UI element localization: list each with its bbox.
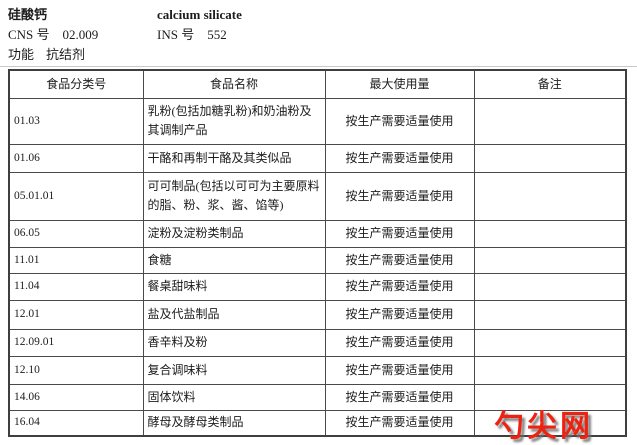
cell-max-use: 按生产需要适量使用 [324, 97, 475, 145]
cell-food-category-code: 06.05 [8, 219, 144, 248]
cell-note [473, 299, 627, 330]
cell-max-use: 按生产需要适量使用 [324, 171, 475, 221]
substance-name-en: calcium silicate [157, 7, 242, 22]
cell-food-category-code: 01.06 [8, 143, 144, 173]
table-row: 12.09.01 香辛料及粉 按生产需要适量使用 [8, 328, 627, 357]
code-row: CNS 号 02.009 INS 号 552 [8, 25, 628, 45]
name-row: 硅酸钙 calcium silicate [8, 5, 628, 25]
cell-food-name: 复合调味料 [142, 355, 326, 385]
ins-number: INS 号 552 [157, 25, 628, 45]
table-row: 14.06 固体饮料 按生产需要适量使用 [8, 383, 627, 411]
cell-food-name: 可可制品(包括以可可为主要原料的脂、粉、浆、酱、馅等) [142, 171, 326, 221]
food-additive-usage-table: 食品分类号 食品名称 最大使用量 备注 01.03 乳粉(包括加糖乳粉)和奶油粉… [8, 69, 627, 437]
table-row: 12.10 复合调味料 按生产需要适量使用 [8, 355, 627, 385]
cell-food-name: 香辛料及粉 [142, 328, 326, 357]
cell-max-use: 按生产需要适量使用 [324, 219, 475, 248]
horizontal-divider [0, 66, 637, 67]
ins-value: 552 [207, 27, 227, 42]
table-row: 11.04 餐桌甜味料 按生产需要适量使用 [8, 272, 627, 301]
cell-note [473, 219, 627, 248]
cell-food-name: 淀粉及淀粉类制品 [142, 219, 326, 248]
cell-note [473, 272, 627, 301]
substance-name-cn: 硅酸钙 [8, 7, 48, 22]
cell-max-use: 按生产需要适量使用 [324, 143, 475, 173]
cell-note [473, 383, 627, 411]
cell-max-use: 按生产需要适量使用 [324, 328, 475, 357]
function-label: 功能 [8, 47, 35, 62]
col-header-food-name: 食品名称 [142, 69, 326, 99]
table-row: 06.05 淀粉及淀粉类制品 按生产需要适量使用 [8, 219, 627, 248]
table-row: 16.04 酵母及酵母类制品 按生产需要适量使用 [8, 409, 627, 437]
cns-number: CNS 号 02.009 [8, 25, 157, 45]
cell-food-category-code: 01.03 [8, 97, 144, 145]
cell-food-category-code: 16.04 [8, 409, 144, 437]
cell-food-category-code: 12.09.01 [8, 328, 144, 357]
col-header-food-category: 食品分类号 [8, 69, 144, 99]
table-row: 01.03 乳粉(包括加糖乳粉)和奶油粉及其调制产品 按生产需要适量使用 [8, 97, 627, 145]
cell-food-name: 干酪和再制干酪及其类似品 [142, 143, 326, 173]
cell-food-category-code: 14.06 [8, 383, 144, 411]
cell-food-name: 食糖 [142, 246, 326, 274]
table-row: 05.01.01 可可制品(包括以可可为主要原料的脂、粉、浆、酱、馅等) 按生产… [8, 171, 627, 221]
cell-max-use: 按生产需要适量使用 [324, 299, 475, 330]
cell-max-use: 按生产需要适量使用 [324, 355, 475, 385]
cns-label: CNS 号 [8, 27, 50, 42]
col-header-max-use: 最大使用量 [324, 69, 475, 99]
col-header-note: 备注 [473, 69, 627, 99]
additive-info-header: 硅酸钙 calcium silicate CNS 号 02.009 INS 号 55… [8, 5, 628, 65]
table-header-row: 食品分类号 食品名称 最大使用量 备注 [8, 69, 627, 99]
cell-note [473, 171, 627, 221]
ins-label: INS 号 [157, 27, 195, 42]
watermark: 勺尖网 [494, 410, 593, 443]
cell-note [473, 409, 627, 437]
function-row: 功能 抗结剂 [8, 45, 628, 65]
cell-food-name: 餐桌甜味料 [142, 272, 326, 301]
table-row: 11.01 食糖 按生产需要适量使用 [8, 246, 627, 274]
cell-note [473, 143, 627, 173]
cell-max-use: 按生产需要适量使用 [324, 383, 475, 411]
table-row: 01.06 干酪和再制干酪及其类似品 按生产需要适量使用 [8, 143, 627, 173]
cell-max-use: 按生产需要适量使用 [324, 246, 475, 274]
cell-food-category-code: 05.01.01 [8, 171, 144, 221]
cell-food-category-code: 12.01 [8, 299, 144, 330]
cell-max-use: 按生产需要适量使用 [324, 272, 475, 301]
cell-note [473, 246, 627, 274]
cell-food-name: 固体饮料 [142, 383, 326, 411]
cns-value: 02.009 [62, 27, 99, 42]
cell-food-category-code: 12.10 [8, 355, 144, 385]
cell-food-name: 乳粉(包括加糖乳粉)和奶油粉及其调制产品 [142, 97, 326, 145]
cell-food-name: 盐及代盐制品 [142, 299, 326, 330]
function-value: 抗结剂 [46, 47, 86, 62]
cell-max-use: 按生产需要适量使用 [324, 409, 475, 437]
cell-food-category-code: 11.04 [8, 272, 144, 301]
cell-note [473, 97, 627, 145]
cell-food-name: 酵母及酵母类制品 [142, 409, 326, 437]
cell-food-category-code: 11.01 [8, 246, 144, 274]
cell-note [473, 355, 627, 385]
table-row: 12.01 盐及代盐制品 按生产需要适量使用 [8, 299, 627, 330]
cell-note [473, 328, 627, 357]
